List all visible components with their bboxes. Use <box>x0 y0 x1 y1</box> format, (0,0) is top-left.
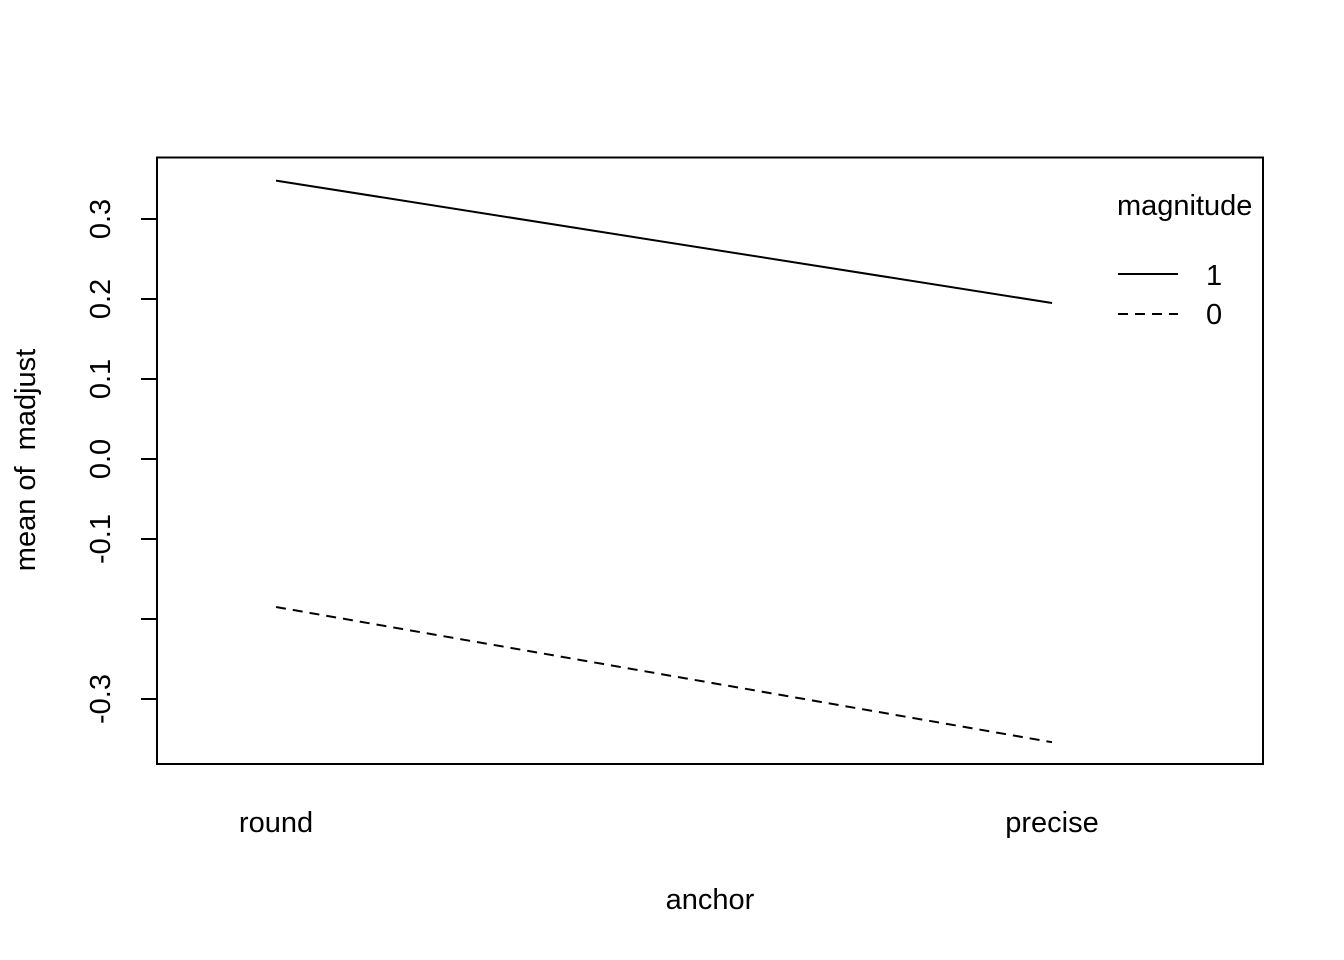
y-tick-label: -0.3 <box>85 674 117 724</box>
x-tick-label-precise: precise <box>1005 807 1099 839</box>
legend-label-0: 0 <box>1206 299 1222 331</box>
series-line-magnitude-0 <box>275 606 1053 744</box>
series-lines <box>275 179 1053 744</box>
x-tick-label-round: round <box>239 807 313 839</box>
y-tick-label: 0.1 <box>85 359 117 399</box>
legend: magnitude 1 0 <box>1117 190 1252 331</box>
series-line-magnitude-1 <box>275 179 1053 304</box>
legend-title: magnitude <box>1117 190 1252 222</box>
y-ticks: 0.3 0.2 0.1 0.0 -0.3 -0.1 <box>85 199 157 724</box>
y-tick-label: -0.1 <box>85 514 117 564</box>
x-axis-label: anchor <box>666 884 755 916</box>
y-tick-label: 0.2 <box>85 279 117 319</box>
x-tick-labels: round precise <box>239 807 1099 839</box>
y-tick-label: 0.3 <box>85 199 117 239</box>
legend-label-1: 1 <box>1206 260 1222 292</box>
y-tick-label: 0.0 <box>85 439 117 479</box>
y-axis-label: mean of madjust <box>10 349 42 571</box>
